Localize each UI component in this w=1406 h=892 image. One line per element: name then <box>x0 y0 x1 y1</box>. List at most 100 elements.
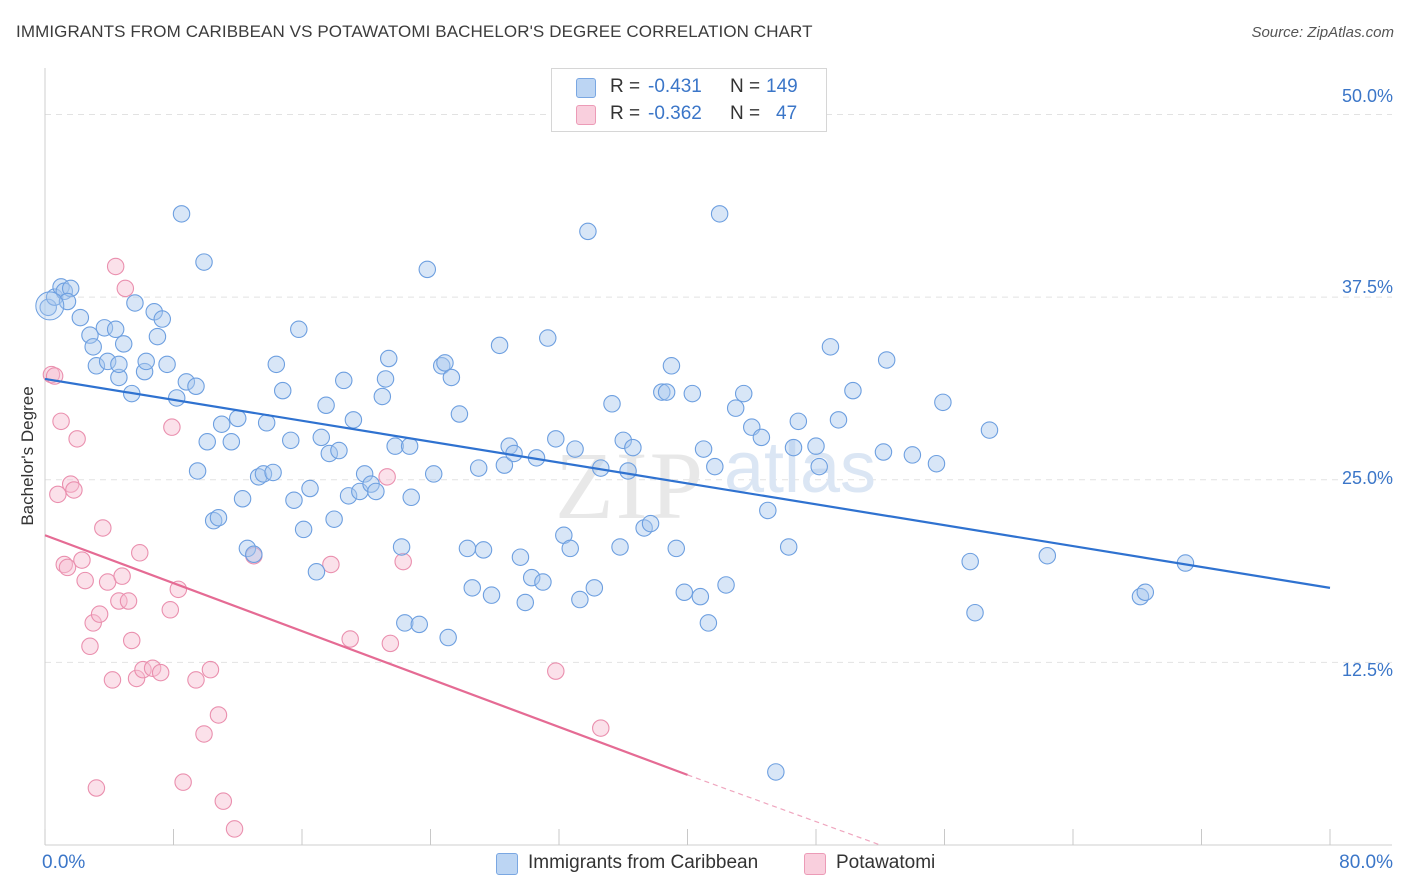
data-point <box>829 411 848 429</box>
data-point <box>662 357 681 375</box>
data-point <box>874 443 893 461</box>
watermark-zip: ZIP <box>555 432 705 539</box>
data-point <box>1136 583 1155 602</box>
data-point <box>106 257 125 276</box>
data-point <box>734 384 753 403</box>
data-point <box>273 381 292 400</box>
data-point <box>566 440 584 458</box>
axes <box>44 68 1392 846</box>
data-point <box>49 485 67 504</box>
data-point <box>87 779 106 797</box>
data-point <box>177 373 196 391</box>
data-point <box>394 552 412 571</box>
potawatomi-points <box>42 257 610 838</box>
data-point <box>84 338 102 356</box>
data-point <box>539 329 557 347</box>
source-label: Source: ZipAtlas.com <box>1251 24 1394 41</box>
data-point <box>877 351 896 369</box>
data-point <box>547 430 565 448</box>
data-point <box>810 457 828 476</box>
data-point <box>307 563 326 581</box>
data-point <box>522 568 541 587</box>
data-point <box>779 538 798 556</box>
data-point <box>322 555 340 574</box>
data-point <box>187 377 205 396</box>
data-point <box>172 205 191 223</box>
legend-n-value: 47 <box>776 103 798 124</box>
data-point <box>844 381 862 400</box>
data-point <box>212 415 231 433</box>
x-tick-label-max: 80.0% <box>1339 852 1393 873</box>
data-point <box>294 520 313 539</box>
data-point <box>285 491 303 509</box>
trend-line-potawatomi <box>44 534 688 776</box>
data-point <box>603 395 621 413</box>
data-point <box>691 587 710 606</box>
data-point <box>699 614 718 632</box>
gridlines <box>45 114 1392 663</box>
data-point <box>119 592 138 610</box>
data-point <box>65 481 83 499</box>
data-point <box>789 412 808 431</box>
data-point <box>87 357 106 375</box>
data-point <box>71 308 90 327</box>
chart-title: IMMIGRANTS FROM CARIBBEAN VS POTAWATOMI … <box>16 22 813 41</box>
data-point <box>1038 546 1057 565</box>
data-point <box>151 663 170 682</box>
data-point <box>201 660 220 679</box>
bottom-legend-swatch-caribbean <box>496 853 518 875</box>
data-point <box>400 437 419 455</box>
data-point <box>392 538 411 556</box>
data-point <box>209 706 228 724</box>
data-point <box>229 409 247 428</box>
data-point <box>339 487 358 505</box>
data-point <box>619 462 637 480</box>
data-point <box>58 558 77 577</box>
data-point <box>320 444 339 463</box>
data-point <box>458 539 477 558</box>
data-point <box>45 288 64 306</box>
data-point <box>424 465 443 483</box>
data-point <box>579 222 597 241</box>
data-point <box>961 552 979 571</box>
data-point <box>402 488 420 507</box>
data-point <box>611 538 629 556</box>
data-point <box>442 368 461 387</box>
data-point <box>561 539 579 558</box>
data-point <box>367 482 385 501</box>
legend-n-value: 149 <box>766 76 798 97</box>
data-point <box>495 456 514 474</box>
data-point <box>90 605 109 623</box>
data-point <box>110 368 128 387</box>
data-point <box>667 539 686 558</box>
data-point <box>490 336 509 355</box>
watermark-atlas: atlas <box>724 428 876 508</box>
data-point <box>55 555 74 574</box>
data-point <box>195 725 213 743</box>
data-point <box>267 355 286 374</box>
data-point <box>94 519 112 537</box>
data-point <box>784 438 803 457</box>
data-point <box>439 628 457 647</box>
data-point <box>759 501 777 520</box>
data-point <box>137 352 155 371</box>
data-point <box>330 441 348 460</box>
data-point <box>378 468 396 486</box>
data-point <box>214 792 233 810</box>
data-point <box>110 592 128 610</box>
watermark: ZIP atlas <box>555 428 876 539</box>
data-point <box>161 601 180 619</box>
data-point <box>341 630 359 648</box>
data-point <box>474 541 493 559</box>
data-point <box>418 260 437 279</box>
data-point <box>222 433 241 451</box>
data-point <box>103 671 122 689</box>
data-point <box>245 545 263 564</box>
data-point <box>122 631 141 650</box>
data-point <box>110 355 128 374</box>
data-point <box>641 514 660 533</box>
data-point <box>807 437 825 455</box>
data-point <box>148 327 167 346</box>
data-point <box>927 454 946 473</box>
